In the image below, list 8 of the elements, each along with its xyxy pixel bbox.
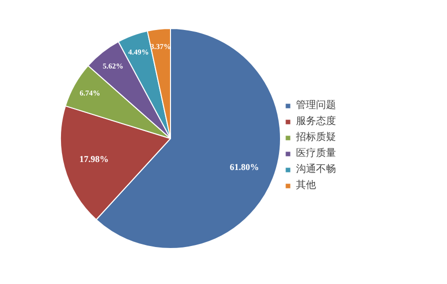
legend-label: 招标质疑 — [296, 130, 336, 144]
legend-label: 管理问题 — [296, 99, 336, 112]
legend-label: 沟通不畅 — [296, 162, 336, 176]
legend-label: 医疗质量 — [296, 146, 336, 160]
legend-label: 其他 — [296, 178, 316, 192]
data-label: 17.98% — [79, 154, 109, 164]
legend-label: 服务态度 — [296, 114, 336, 128]
data-label: 61.80% — [230, 162, 259, 172]
